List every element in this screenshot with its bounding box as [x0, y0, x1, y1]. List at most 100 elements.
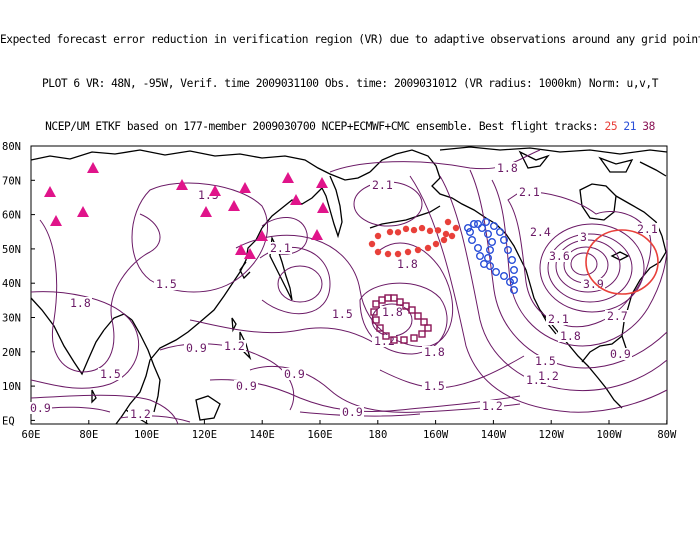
contour-3-6	[570, 252, 598, 276]
contour-label: 2.1	[270, 241, 291, 255]
track-38-point	[370, 308, 378, 316]
contour-1-5-npac	[235, 234, 454, 347]
track-21-point	[474, 219, 483, 228]
contour-label: 0.9	[610, 347, 631, 361]
contour-label-bg	[495, 162, 519, 174]
lon-tick-label: 160E	[307, 429, 332, 441]
taiwan	[231, 317, 237, 333]
sensitive-area-triangle	[311, 229, 323, 240]
contour-label: 2.1	[637, 222, 658, 236]
sensitive-area-triangle	[244, 248, 256, 259]
track-25-point	[410, 226, 418, 234]
japan	[269, 235, 293, 301]
contour-label-bg	[372, 335, 396, 347]
track-25-point	[444, 218, 452, 226]
track-38-point	[396, 298, 404, 306]
contour-label-bg	[422, 380, 446, 392]
track-38-point	[372, 316, 380, 324]
lon-tick-label: 60E	[22, 429, 41, 441]
sensitive-area-triangle	[176, 179, 188, 190]
contour-2-7	[547, 233, 633, 303]
lat-tick-label: 20N	[2, 347, 21, 359]
contour-label: 1.8	[397, 257, 418, 271]
track-25-point	[414, 246, 422, 254]
lat-tick-label: 50N	[2, 244, 21, 256]
contour-label-bg	[635, 223, 659, 235]
track-38-label: 38	[642, 120, 655, 133]
contour-label: 2.7	[607, 309, 628, 323]
track-21-point	[464, 223, 473, 232]
contour-label-bg	[536, 370, 560, 382]
contour-label: 1.2	[224, 339, 245, 353]
contour-label-bg	[222, 340, 246, 352]
contour-label-bg	[422, 346, 446, 358]
track-21-point	[504, 245, 513, 254]
track-38-point	[424, 324, 432, 332]
header-line-3-text: NCEP/UM ETKF based on 177-member 2009030…	[45, 120, 599, 133]
contour-label-bg	[517, 186, 541, 198]
contour-2-1-japan	[261, 217, 308, 255]
track-25-point	[402, 225, 410, 233]
sensitive-area-triangle	[209, 185, 221, 196]
contour-label: 1.8	[70, 296, 91, 310]
triangle-markers	[44, 162, 329, 259]
track-38-point	[400, 336, 408, 344]
borneo	[195, 395, 221, 421]
track-38-point	[390, 294, 398, 302]
contour-label-bg	[578, 231, 588, 243]
track-25-point	[394, 229, 402, 236]
contour-label-bg	[528, 226, 552, 238]
asia-north-coast	[30, 149, 371, 181]
track-21-point	[476, 251, 485, 260]
lat-tick-label: 80N	[2, 141, 21, 153]
contour-label: 0.9	[186, 341, 207, 355]
sensitive-area-triangle	[50, 215, 62, 226]
contour-label: 0.9	[236, 379, 257, 393]
lon-tick-label: 140E	[250, 429, 275, 441]
contour-0-9-east	[409, 175, 668, 413]
contour-label-group: 1.82.11.52.12.11.82.4 33.63.92.11.82.12.7…	[28, 161, 659, 421]
contour-label-bg	[533, 355, 557, 367]
sensitive-area-triangle	[87, 162, 99, 173]
track-25-point	[418, 224, 426, 232]
track-21-point	[470, 219, 479, 228]
sensitive-area-triangle	[256, 230, 268, 241]
sensitive-area-triangle	[44, 186, 56, 197]
contour-label: 2.1	[372, 178, 393, 192]
track-38-point	[390, 336, 398, 344]
track-21-point	[482, 217, 491, 226]
sensitive-area-triangle	[77, 206, 89, 217]
contour-label: 1.8	[497, 161, 518, 175]
contour-1-2-wpac	[189, 319, 377, 345]
contour-label: 2.4	[530, 225, 551, 239]
korea	[239, 261, 251, 280]
contour-1-8-north	[329, 149, 541, 173]
track-38-point	[414, 312, 422, 320]
header-line-2: PLOT 6 VR: 48N, -95W, Verif. time 200903…	[42, 76, 658, 90]
track-25-label: 25	[604, 120, 618, 133]
contour-1-8-asia	[39, 213, 161, 373]
header-line-3: NCEP/UM ETKF based on 177-member 2009030…	[0, 120, 700, 135]
lon-tick-label: 140W	[481, 429, 507, 441]
contour-1-2-east	[439, 175, 668, 392]
contour-label: 1.5	[332, 307, 353, 321]
track-21-point	[488, 237, 497, 246]
kamchatka-coast	[321, 175, 343, 239]
contour-label-bg	[128, 408, 152, 420]
contour-label-bg	[98, 368, 122, 380]
track-38-point	[382, 332, 390, 340]
contour-label: 2.1	[548, 312, 569, 326]
sensitive-area-triangle	[316, 177, 328, 188]
map-frame	[30, 145, 668, 425]
sensitive-area-triangle	[239, 182, 251, 193]
flight-track-21	[464, 217, 519, 295]
track-21-point	[500, 272, 509, 281]
contour-label: 2.1	[519, 185, 540, 199]
lat-tick-label: 40N	[2, 278, 21, 290]
contour-label-bg	[547, 250, 571, 262]
sensitive-area-triangle	[282, 172, 294, 183]
track-25-point	[448, 232, 456, 240]
sri-lanka	[91, 389, 97, 404]
lon-tick-label: 120W	[539, 429, 565, 441]
latitude-axis: 80N 70N 60N 50N 40N 30N 20N 10N EQ	[2, 141, 35, 427]
